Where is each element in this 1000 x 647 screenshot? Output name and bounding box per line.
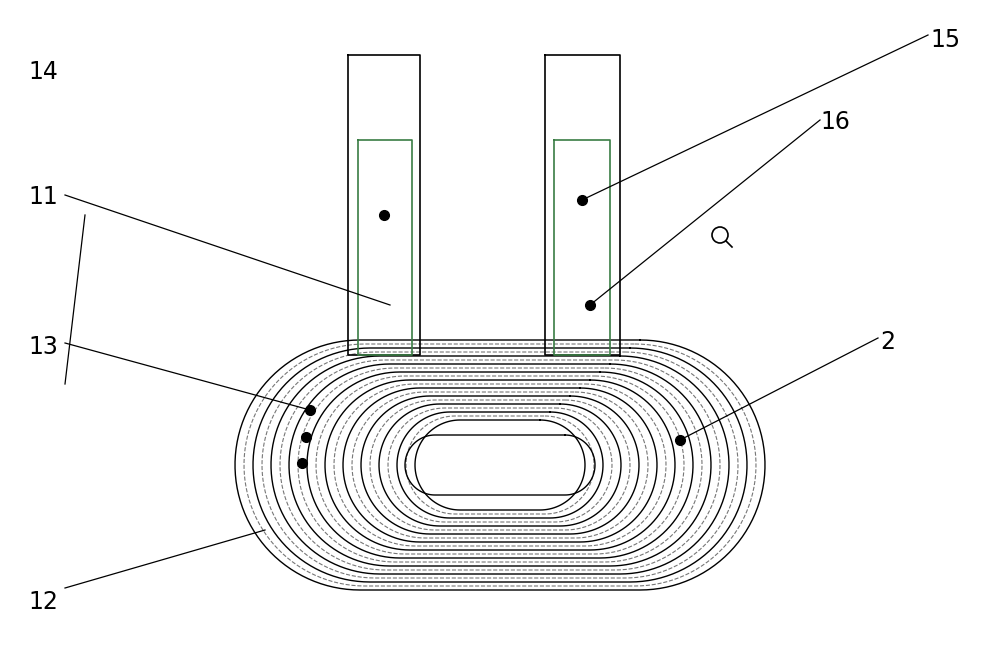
Text: 11: 11 [28,185,58,209]
Text: 2: 2 [880,330,895,354]
Text: 14: 14 [28,60,58,84]
Text: 15: 15 [930,28,960,52]
Text: 16: 16 [820,110,850,134]
Text: 12: 12 [28,590,58,614]
Text: 13: 13 [28,335,58,359]
